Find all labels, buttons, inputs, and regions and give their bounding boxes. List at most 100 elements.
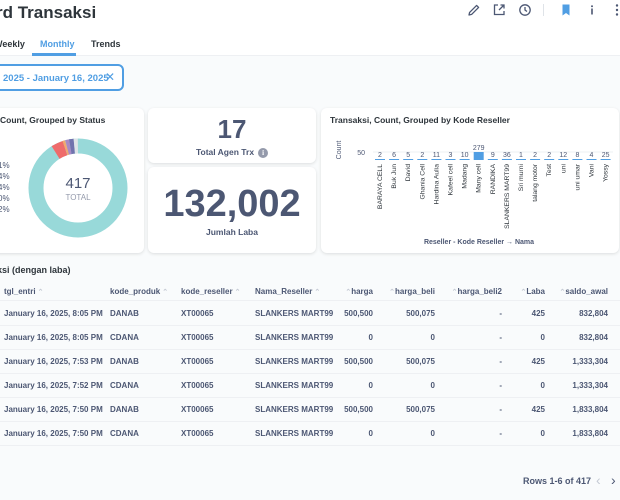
column-header-text: harga_beli2 <box>457 287 502 296</box>
pagination-summary: Rows 1-6 of 417 <box>523 476 592 486</box>
table-row[interactable]: January 16, 2025, 8:05 PM DANAB XT00065 … <box>0 302 620 326</box>
chart-bar[interactable] <box>530 159 541 160</box>
bar-value-label: 2 <box>378 152 382 159</box>
chart-bar[interactable] <box>375 159 385 160</box>
donut-segment-indigo <box>69 138 75 155</box>
sort-arrow-icon: ⌃ <box>314 289 321 296</box>
cell-tgl-entri: January 16, 2025, 7:50 PM <box>4 405 103 414</box>
donut-segment-red <box>51 140 68 159</box>
chart-bar[interactable] <box>516 159 526 160</box>
total-agen-card[interactable]: 17 Total Agen Trx i <box>148 108 316 163</box>
cell-harga-beli: 500,075 <box>406 357 435 366</box>
x-tick-label: SLANKERS MART99 <box>504 164 511 229</box>
cell-kode-reseller: XT00065 <box>181 309 214 318</box>
previous-page-icon[interactable]: ‹ <box>596 472 601 488</box>
x-tick-label: Hardina Aulia <box>433 164 440 205</box>
cell-nama-reseller: SLANKERS MART99 <box>255 357 334 366</box>
column-header-harga-beli2[interactable]: ⌃harga_beli2 <box>448 287 502 296</box>
cell-kode-reseller: XT00065 <box>181 333 214 342</box>
date-filter-value: 2025 - January 16, 2025 <box>3 73 109 84</box>
share-icon[interactable] <box>491 2 507 18</box>
chart-bar[interactable] <box>389 159 400 160</box>
bookmark-icon[interactable] <box>558 2 574 18</box>
total-agen-label: Total Agen Trx i <box>148 147 316 158</box>
reseller-chart-title: Transaksi, Count, Grouped by Kode Resell… <box>330 115 510 125</box>
chart-bar[interactable] <box>487 159 498 160</box>
chart-bar[interactable] <box>600 159 611 160</box>
clock-icon[interactable] <box>517 2 533 18</box>
chart-bar[interactable] <box>572 159 583 160</box>
sort-arrow-icon: ⌃ <box>234 289 241 296</box>
table-row[interactable]: January 16, 2025, 8:05 PM CDANA XT00065 … <box>0 326 620 350</box>
x-tick-label: Test <box>546 164 553 177</box>
tab-monthly[interactable]: Monthly <box>40 39 75 49</box>
y-tick-label: 50 <box>357 150 365 157</box>
reseller-bar-chart-card[interactable]: Transaksi, Count, Grouped by Kode Resell… <box>321 108 619 253</box>
column-header-harga[interactable]: ⌃harga <box>335 287 373 296</box>
more-options-icon[interactable] <box>609 2 620 18</box>
legend-item: 4% <box>0 172 10 181</box>
column-header-kode-reseller[interactable]: kode_reseller ⌃ <box>181 287 240 296</box>
column-header-harga-beli[interactable]: ⌃harga_beli <box>385 287 435 296</box>
column-header-text: saldo_awal <box>565 287 608 296</box>
x-tick-label: David <box>405 164 412 182</box>
chart-bar[interactable] <box>403 159 414 160</box>
chart-bar[interactable] <box>473 152 484 160</box>
table-header: tgl_entri ⌃ kode_produk ⌃ kode_reseller ⌃ N… <box>0 283 620 301</box>
next-page-icon[interactable]: › <box>611 472 616 488</box>
donut-segment-purple <box>65 139 72 155</box>
bar-value-label: 5 <box>406 152 410 159</box>
column-header-laba[interactable]: ⌃Laba <box>510 287 545 296</box>
info-icon[interactable] <box>584 2 600 18</box>
cell-saldo-awal: 1,833,804 <box>572 405 608 414</box>
cell-kode-reseller: XT00065 <box>181 405 214 414</box>
table-row[interactable]: January 16, 2025, 7:50 PM DANAB XT00065 … <box>0 398 620 422</box>
cell-tgl-entri: January 16, 2025, 7:53 PM <box>4 357 103 366</box>
cell-harga-beli: 500,075 <box>406 405 435 414</box>
cell-harga-beli2: - <box>499 405 502 414</box>
x-tick-label: RANDIKA <box>490 164 497 195</box>
table-row[interactable]: January 16, 2025, 7:52 PM CDANA XT00065 … <box>0 374 620 398</box>
chart-bar[interactable] <box>586 159 597 160</box>
cell-kode-produk: CDANA <box>110 429 139 438</box>
chart-bar[interactable] <box>431 159 442 160</box>
tab-weekly[interactable]: Weekly <box>0 39 25 49</box>
table-row[interactable]: January 16, 2025, 7:50 PM CDANA XT00065 … <box>0 422 620 446</box>
cell-laba: 0 <box>540 429 545 438</box>
cell-nama-reseller: SLANKERS MART99 <box>255 405 334 414</box>
table-row[interactable]: January 16, 2025, 7:53 PM DANAB XT00065 … <box>0 350 620 374</box>
column-header-tgl-entri[interactable]: tgl_entri ⌃ <box>4 287 43 296</box>
chart-bar[interactable] <box>558 159 569 160</box>
jumlah-laba-card[interactable]: 132,002 Jumlah Laba <box>148 167 316 253</box>
status-donut-card[interactable]: Count, Grouped by Status 1% 4% 4% 0% 2% … <box>0 108 144 253</box>
clear-filter-icon[interactable]: ✕ <box>105 70 116 84</box>
chart-bar[interactable] <box>544 159 555 160</box>
cell-harga-beli2: - <box>499 309 502 318</box>
chart-bar[interactable] <box>459 159 470 160</box>
cell-nama-reseller: SLANKERS MART99 <box>255 381 334 390</box>
toolbar-divider <box>543 4 544 16</box>
x-tick-label: Vani <box>589 164 596 178</box>
bar-value-label: 3 <box>449 152 453 159</box>
chart-bar[interactable] <box>501 158 512 160</box>
column-header-text: Laba <box>526 287 545 296</box>
column-header-saldo-awal[interactable]: ⌃saldo_awal <box>557 287 608 296</box>
cell-harga: 500,500 <box>344 309 373 318</box>
x-tick-label: Ghania Cell <box>419 164 426 200</box>
chart-bar[interactable] <box>417 159 428 160</box>
date-filter[interactable]: 2025 - January 16, 2025 ✕ <box>0 64 124 91</box>
column-header-kode-produk[interactable]: kode_produk ⌃ <box>110 287 168 296</box>
edit-pencil-icon[interactable] <box>466 2 482 18</box>
column-header-text: tgl_entri <box>4 287 36 296</box>
info-icon[interactable]: i <box>258 147 269 158</box>
column-header-nama-reseller[interactable]: Nama_Reseller ⌃ <box>255 287 320 296</box>
tab-trends[interactable]: Trends <box>91 39 121 49</box>
chart-bar[interactable] <box>445 159 456 160</box>
bar-value-label: 2 <box>420 152 424 159</box>
cell-laba: 425 <box>531 309 545 318</box>
sort-arrow-icon: ⌃ <box>520 289 527 296</box>
status-donut <box>28 138 128 238</box>
cell-harga-beli: 0 <box>430 333 435 342</box>
x-tick-label: Yossy <box>603 163 610 181</box>
cell-kode-reseller: XT00065 <box>181 429 214 438</box>
